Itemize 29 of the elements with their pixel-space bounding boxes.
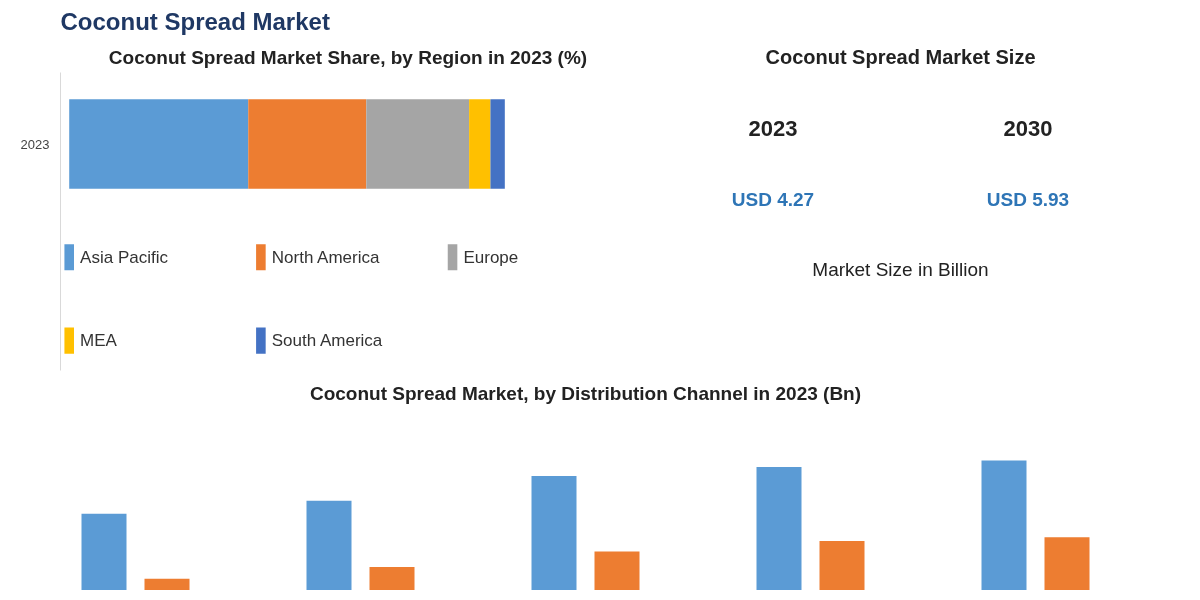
bar: [981, 460, 1027, 590]
chart-subtitle: Coconut Spread Market Share, by Region in 2023 (%): [108, 46, 588, 68]
text: 2023: [748, 115, 798, 141]
bar: [81, 513, 127, 590]
text: USD 4.27: [731, 188, 815, 210]
legend-label: North America: [271, 247, 381, 267]
bar: [144, 578, 190, 590]
text: USD 5.93: [986, 188, 1070, 210]
bar: [1044, 537, 1090, 590]
text: Market Size in Billion: [812, 259, 989, 281]
text: 2030: [1003, 115, 1053, 141]
bar: [366, 99, 470, 189]
bar: [369, 567, 415, 590]
bar: [531, 476, 577, 590]
legend-label: Asia Pacific: [80, 247, 169, 267]
text: Coconut Spread Market Size: [765, 45, 1036, 68]
legend-label: MEA: [80, 331, 118, 351]
bar: [248, 99, 367, 189]
chart-title: Coconut Spread Market, by Distribution Channel in 2023 (Bn): [309, 382, 862, 404]
bar: [594, 551, 640, 590]
bar: [69, 99, 249, 189]
bar: [306, 500, 352, 590]
bar: [756, 467, 802, 590]
legend-label: Europe: [463, 247, 519, 267]
bar: [819, 541, 865, 590]
bar: [490, 99, 505, 189]
bar: [469, 99, 491, 189]
chart-title: Coconut Spread Market: [60, 7, 330, 35]
legend-label: South America: [271, 331, 383, 351]
